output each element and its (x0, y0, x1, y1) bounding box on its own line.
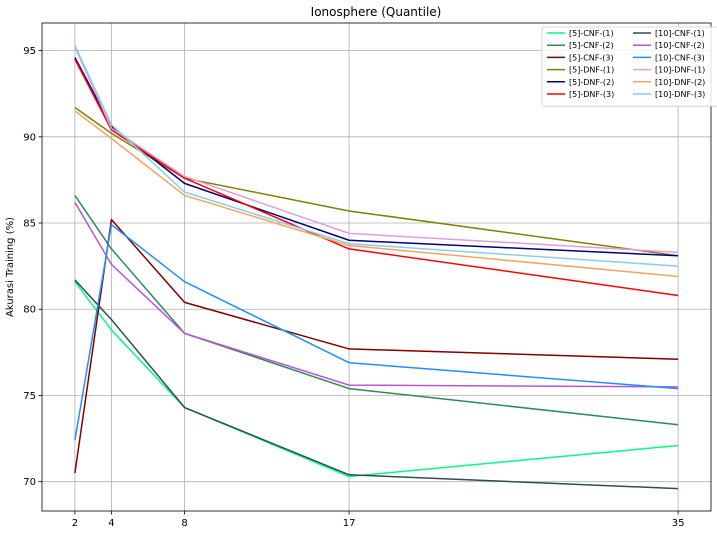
legend-entry-label: [10]-DNF-(1) (655, 66, 705, 75)
legend-entry-label: [10]-DNF-(2) (655, 78, 705, 87)
legend-entry-label: [5]-DNF-(1) (569, 66, 614, 75)
axis-ticks: 2 4 8 17 35 70 75 80 85 90 95 (23, 46, 684, 529)
legend-entry-label: [10]-CNF-(1) (655, 29, 705, 38)
legend-entry-label: [10]-CNF-(3) (655, 53, 705, 62)
x-tick-label: 4 (108, 518, 114, 529)
legend-entry-label: [5]-CNF-(2) (569, 41, 614, 50)
legend-entry-label: [5]-CNF-(3) (569, 53, 614, 62)
series-line-12 (74, 45, 679, 267)
series-line-8 (74, 201, 679, 388)
series-line-5 (74, 57, 679, 257)
x-tick-label: 2 (72, 518, 78, 529)
legend: [5]-CNF-(1) [5]-CNF-(2) [5]-CNF-(3) [5]-DNF… (541, 26, 717, 107)
y-tick-label: 70 (23, 477, 36, 488)
legend-entry-label: [10]-DNF-(3) (655, 90, 705, 99)
legend-box (541, 26, 717, 107)
legend-entry-label: [10]-CNF-(2) (655, 41, 705, 50)
legend-entry-label: [5]-DNF-(2) (569, 78, 614, 87)
series-line-10 (74, 46, 679, 254)
x-tick-label: 8 (181, 518, 187, 529)
legend-entry-label: [5]-DNF-(3) (569, 90, 614, 99)
y-tick-label: 95 (23, 46, 36, 57)
legend-entry-label: [5]-CNF-(1) (569, 29, 614, 38)
series-lines (74, 45, 679, 490)
series-line-11 (74, 110, 679, 278)
series-line-6 (74, 58, 679, 297)
y-axis-label: Akurasi Training (%) (5, 217, 16, 317)
y-tick-label: 80 (23, 305, 36, 316)
series-line-3 (74, 218, 679, 474)
y-tick-label: 75 (23, 391, 36, 402)
chart-title: Ionosphere (Quantile) (311, 5, 442, 19)
x-tick-label: 17 (343, 518, 356, 529)
series-line-9 (74, 224, 679, 441)
series-line-7 (74, 279, 679, 490)
y-tick-label: 85 (23, 219, 36, 230)
x-tick-label: 35 (672, 518, 685, 529)
y-tick-label: 90 (23, 132, 36, 143)
plot-frame (41, 22, 712, 512)
